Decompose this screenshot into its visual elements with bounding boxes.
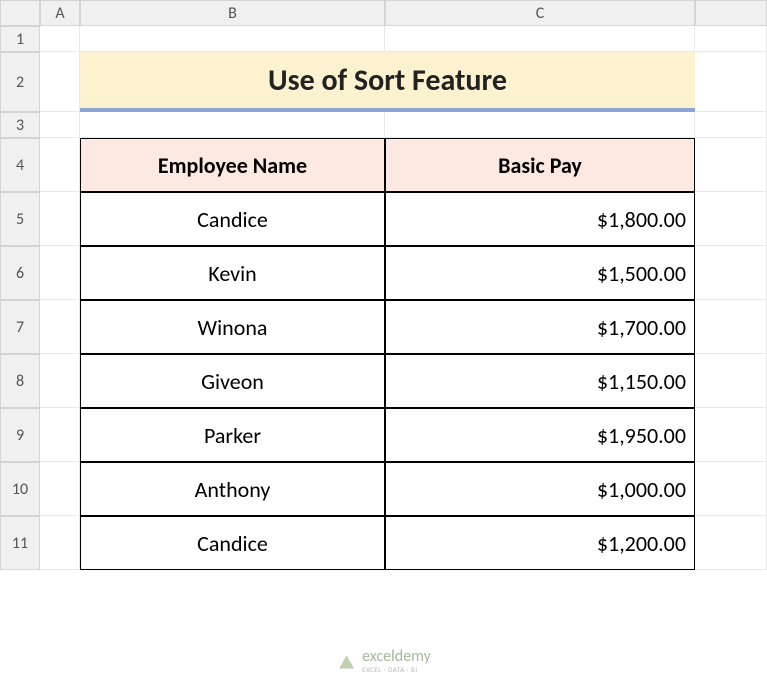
cell-d7[interactable] — [695, 300, 767, 354]
cell-d3[interactable] — [695, 112, 767, 138]
cell-c1[interactable] — [385, 26, 695, 52]
cell-a2[interactable] — [40, 52, 80, 112]
cell-d11[interactable] — [695, 516, 767, 570]
watermark: exceldemy EXCEL · DATA · BI — [336, 649, 431, 674]
watermark-brand: exceldemy — [362, 649, 431, 665]
row-header-3[interactable]: 3 — [0, 112, 40, 138]
cell-a8[interactable] — [40, 354, 80, 408]
row-header-8[interactable]: 8 — [0, 354, 40, 408]
cell-a5[interactable] — [40, 192, 80, 246]
table-cell-name[interactable]: Candice — [80, 516, 385, 570]
row-header-6[interactable]: 6 — [0, 246, 40, 300]
exceldemy-logo-icon — [336, 652, 356, 672]
cell-a1[interactable] — [40, 26, 80, 52]
cell-c3[interactable] — [385, 112, 695, 138]
cell-a11[interactable] — [40, 516, 80, 570]
cell-a9[interactable] — [40, 408, 80, 462]
table-cell-pay[interactable]: $1,000.00 — [385, 462, 695, 516]
select-all-corner[interactable] — [0, 0, 40, 26]
watermark-tagline: EXCEL · DATA · BI — [362, 665, 431, 674]
row-header-4[interactable]: 4 — [0, 138, 40, 192]
watermark-text-block: exceldemy EXCEL · DATA · BI — [362, 649, 431, 674]
spreadsheet-grid: A B C 1 2 Use of Sort Feature 3 4 Employ… — [0, 0, 767, 570]
page-title[interactable]: Use of Sort Feature — [80, 52, 695, 112]
table-cell-pay[interactable]: $1,700.00 — [385, 300, 695, 354]
row-header-2[interactable]: 2 — [0, 52, 40, 112]
cell-b1[interactable] — [80, 26, 385, 52]
table-header-pay[interactable]: Basic Pay — [385, 138, 695, 192]
table-header-name[interactable]: Employee Name — [80, 138, 385, 192]
cell-a6[interactable] — [40, 246, 80, 300]
table-cell-name[interactable]: Parker — [80, 408, 385, 462]
cell-d4[interactable] — [695, 138, 767, 192]
row-header-11[interactable]: 11 — [0, 516, 40, 570]
table-cell-pay[interactable]: $1,150.00 — [385, 354, 695, 408]
table-cell-pay[interactable]: $1,950.00 — [385, 408, 695, 462]
cell-d8[interactable] — [695, 354, 767, 408]
col-header-c[interactable]: C — [385, 0, 695, 26]
row-header-7[interactable]: 7 — [0, 300, 40, 354]
table-cell-name[interactable]: Anthony — [80, 462, 385, 516]
cell-d5[interactable] — [695, 192, 767, 246]
table-cell-pay[interactable]: $1,500.00 — [385, 246, 695, 300]
cell-d9[interactable] — [695, 408, 767, 462]
row-header-9[interactable]: 9 — [0, 408, 40, 462]
table-cell-name[interactable]: Kevin — [80, 246, 385, 300]
cell-d10[interactable] — [695, 462, 767, 516]
table-cell-name[interactable]: Giveon — [80, 354, 385, 408]
cell-b3[interactable] — [80, 112, 385, 138]
row-header-1[interactable]: 1 — [0, 26, 40, 52]
table-cell-pay[interactable]: $1,800.00 — [385, 192, 695, 246]
col-header-d[interactable] — [695, 0, 767, 26]
cell-d2[interactable] — [695, 52, 767, 112]
row-header-5[interactable]: 5 — [0, 192, 40, 246]
table-cell-pay[interactable]: $1,200.00 — [385, 516, 695, 570]
cell-a10[interactable] — [40, 462, 80, 516]
col-header-a[interactable]: A — [40, 0, 80, 26]
cell-a7[interactable] — [40, 300, 80, 354]
table-cell-name[interactable]: Candice — [80, 192, 385, 246]
table-cell-name[interactable]: Winona — [80, 300, 385, 354]
cell-a4[interactable] — [40, 138, 80, 192]
cell-d6[interactable] — [695, 246, 767, 300]
row-header-10[interactable]: 10 — [0, 462, 40, 516]
cell-d1[interactable] — [695, 26, 767, 52]
col-header-b[interactable]: B — [80, 0, 385, 26]
cell-a3[interactable] — [40, 112, 80, 138]
